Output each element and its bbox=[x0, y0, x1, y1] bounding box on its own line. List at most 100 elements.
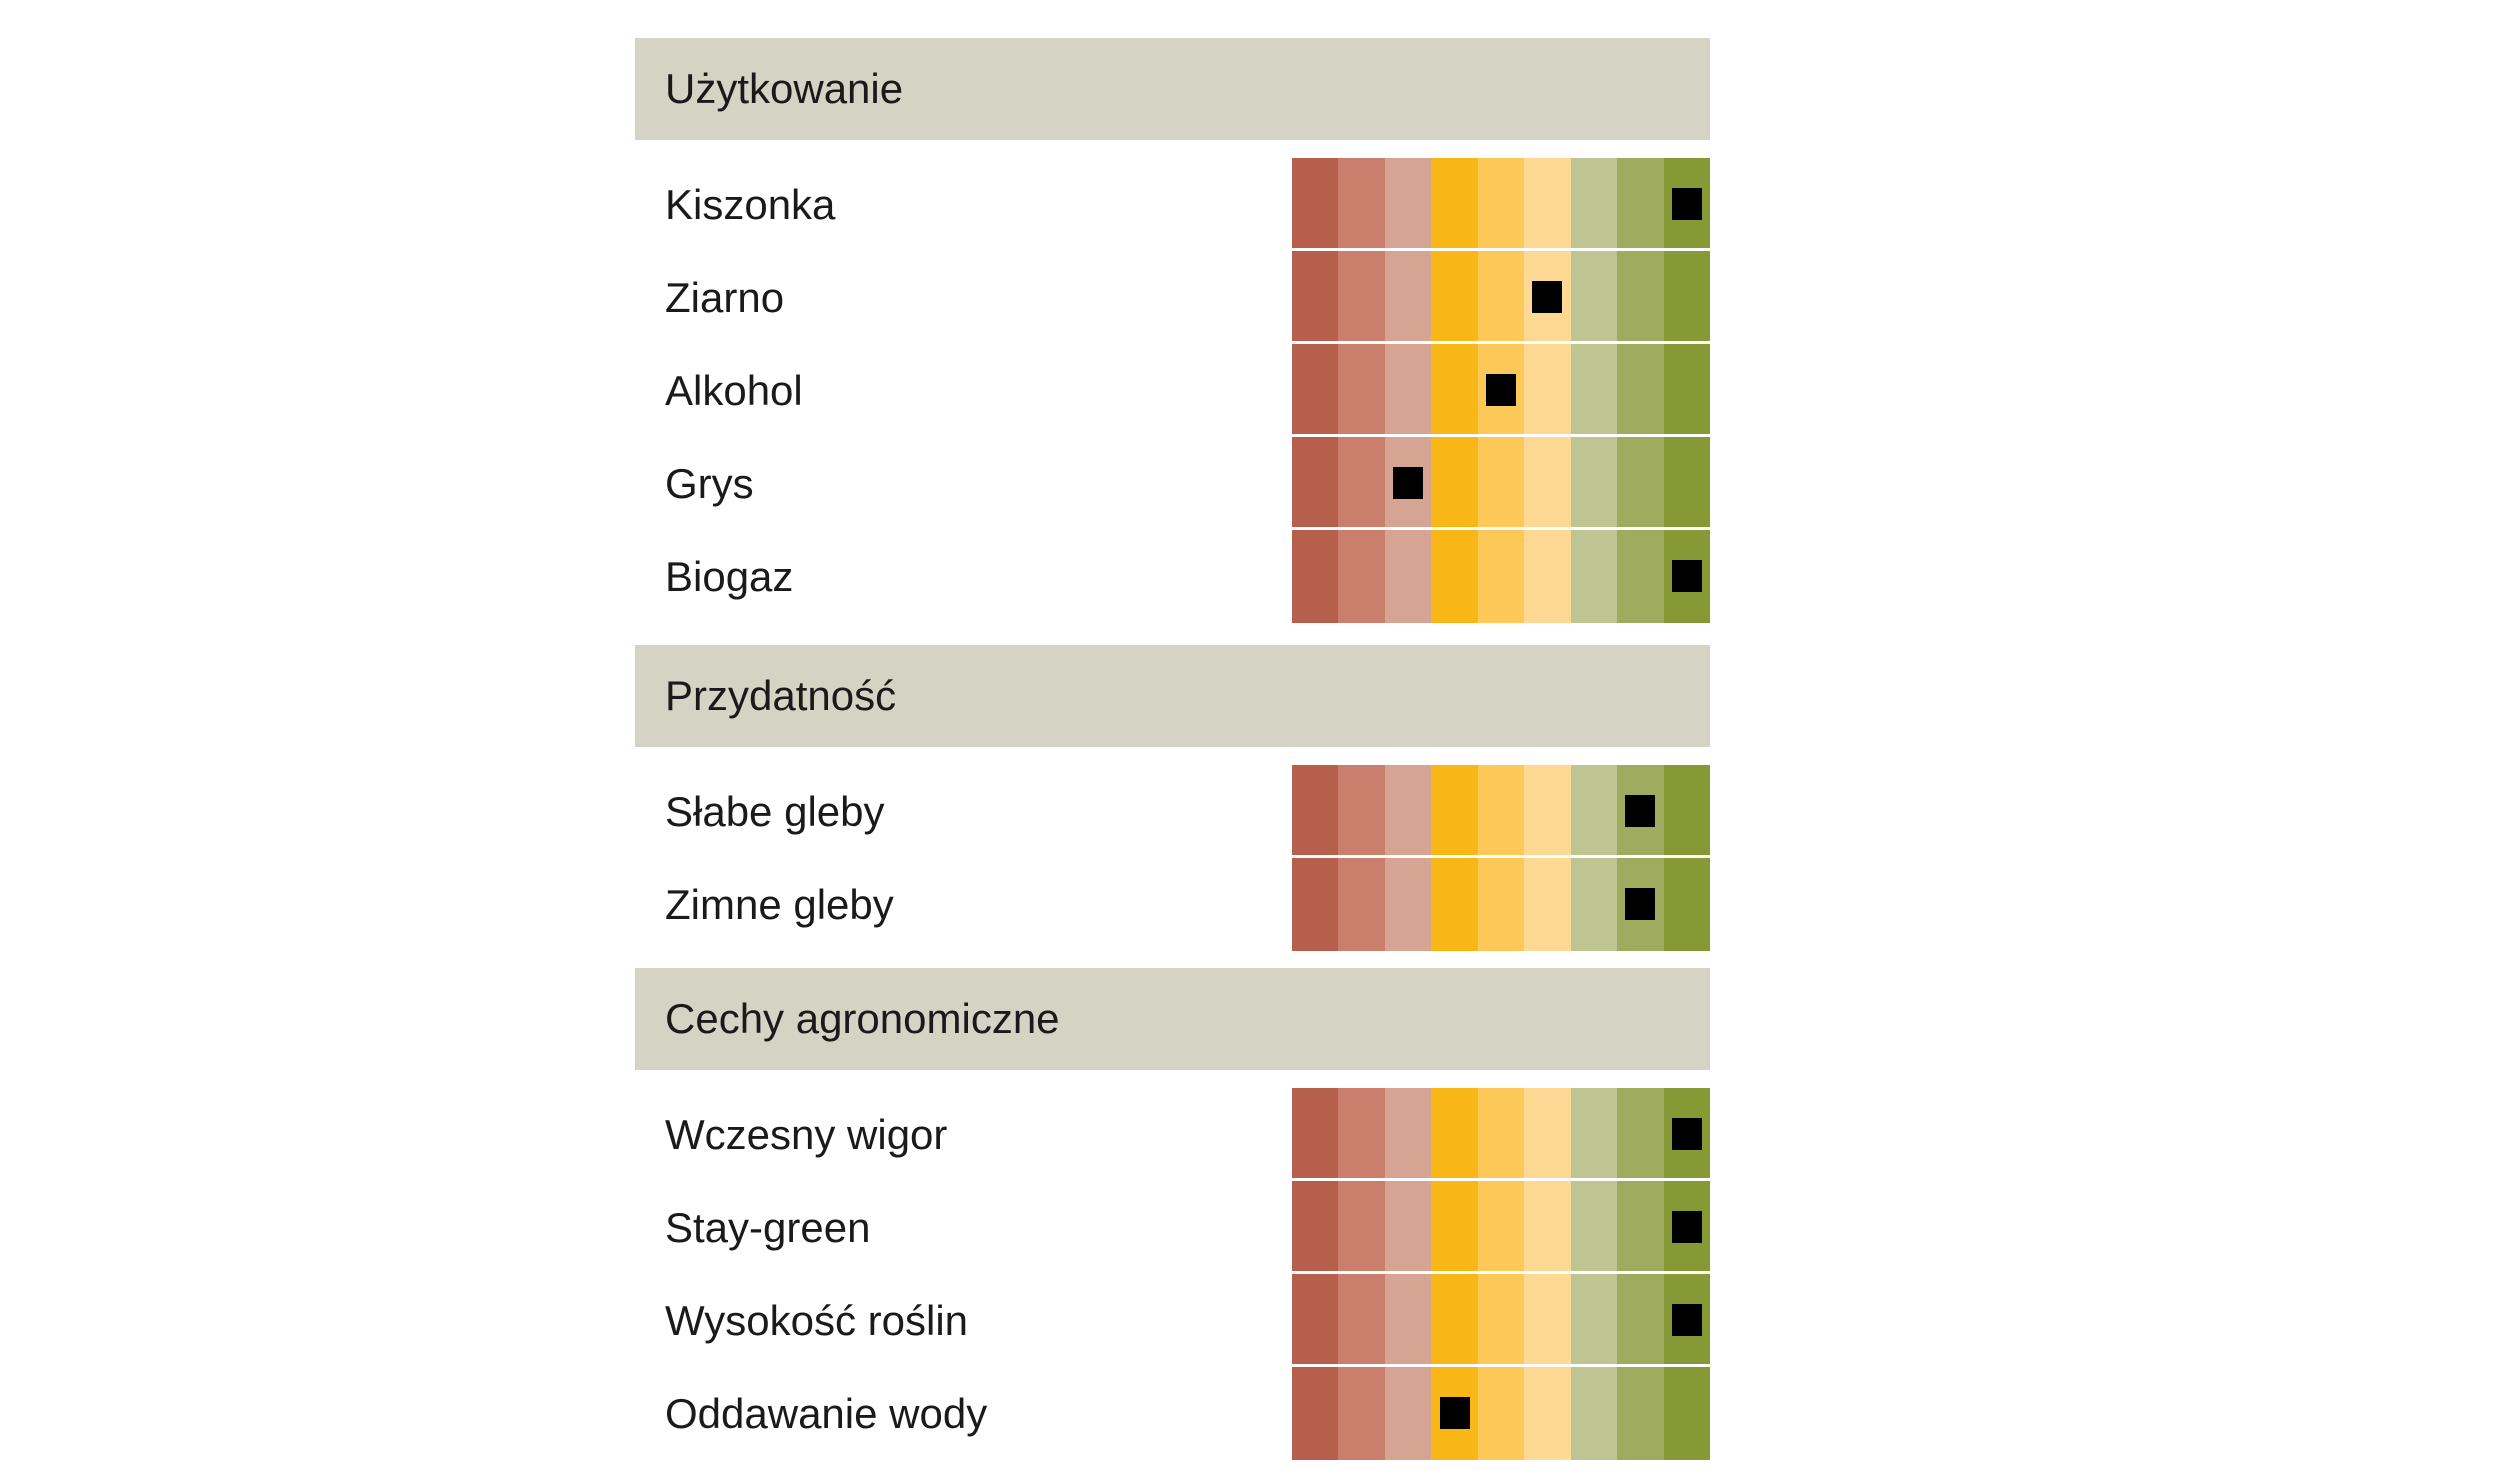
scale-cell-7 bbox=[1570, 858, 1618, 951]
scale-cell-9 bbox=[1663, 251, 1710, 341]
scale-cell-6 bbox=[1524, 437, 1571, 527]
scale-cell-1 bbox=[1292, 858, 1339, 951]
rating-marker bbox=[1671, 560, 1702, 592]
rating-row: Wysokość roślin bbox=[635, 1274, 1710, 1367]
scale-cell-7 bbox=[1570, 437, 1618, 527]
scale-cell-6 bbox=[1524, 858, 1571, 951]
rating-row: Słabe gleby bbox=[635, 765, 1710, 858]
scale-cell-3 bbox=[1384, 1088, 1432, 1178]
scale-cell-6 bbox=[1524, 530, 1571, 623]
rating-scale bbox=[1292, 530, 1710, 623]
rating-row: Oddawanie wody bbox=[635, 1367, 1710, 1460]
section-header: Użytkowanie bbox=[635, 38, 1710, 140]
scale-cell-2 bbox=[1338, 158, 1385, 248]
scale-cell-1 bbox=[1292, 530, 1339, 623]
scale-cell-1 bbox=[1292, 1274, 1339, 1364]
scale-cell-9 bbox=[1663, 1367, 1710, 1460]
scale-cell-9 bbox=[1663, 858, 1710, 951]
scale-cell-8 bbox=[1617, 1181, 1664, 1271]
row-label: Słabe gleby bbox=[665, 788, 885, 835]
scale-cell-4 bbox=[1431, 1088, 1478, 1178]
scale-cell-3 bbox=[1384, 1181, 1432, 1271]
scale-cell-5 bbox=[1477, 1367, 1525, 1460]
scale-cell-8 bbox=[1617, 1367, 1664, 1460]
scale-cell-8 bbox=[1617, 1088, 1664, 1178]
scale-cell-4 bbox=[1431, 858, 1478, 951]
scale-cell-6 bbox=[1524, 1367, 1571, 1460]
row-label: Zimne gleby bbox=[665, 881, 894, 928]
scale-cell-8 bbox=[1617, 251, 1664, 341]
scale-cell-6 bbox=[1524, 1181, 1571, 1271]
row-label: Stay-green bbox=[665, 1204, 871, 1251]
scale-cell-7 bbox=[1570, 344, 1618, 434]
scale-cell-5 bbox=[1477, 437, 1525, 527]
scale-cell-7 bbox=[1570, 251, 1618, 341]
scale-cell-2 bbox=[1338, 437, 1385, 527]
scale-cell-7 bbox=[1570, 765, 1618, 855]
scale-cell-1 bbox=[1292, 1367, 1339, 1460]
scale-cell-2 bbox=[1338, 765, 1385, 855]
scale-cell-2 bbox=[1338, 251, 1385, 341]
scale-cell-3 bbox=[1384, 251, 1432, 341]
rating-scale bbox=[1292, 1181, 1710, 1271]
rating-scale bbox=[1292, 858, 1710, 951]
rating-scale bbox=[1292, 437, 1710, 527]
rating-scale bbox=[1292, 251, 1710, 341]
rating-marker bbox=[1486, 374, 1516, 406]
scale-cell-3 bbox=[1384, 858, 1432, 951]
scale-cell-1 bbox=[1292, 1088, 1339, 1178]
scale-cell-9 bbox=[1663, 344, 1710, 434]
scale-cell-1 bbox=[1292, 1181, 1339, 1271]
rating-row: Ziarno bbox=[635, 251, 1710, 344]
scale-cell-8 bbox=[1617, 437, 1664, 527]
row-label: Alkohol bbox=[665, 367, 803, 414]
scale-cell-6 bbox=[1524, 765, 1571, 855]
scale-cell-1 bbox=[1292, 437, 1339, 527]
rating-marker bbox=[1671, 188, 1702, 220]
rating-marker bbox=[1532, 281, 1563, 313]
scale-cell-7 bbox=[1570, 1088, 1618, 1178]
scale-cell-5 bbox=[1477, 1181, 1525, 1271]
scale-cell-2 bbox=[1338, 1367, 1385, 1460]
rating-row: Zimne gleby bbox=[635, 858, 1710, 951]
row-label: Ziarno bbox=[665, 274, 785, 321]
scale-cell-3 bbox=[1384, 158, 1432, 248]
scale-cell-3 bbox=[1384, 530, 1432, 623]
row-label: Wczesny wigor bbox=[665, 1111, 948, 1158]
scale-cell-6 bbox=[1524, 158, 1571, 248]
scale-cell-4 bbox=[1431, 1274, 1478, 1364]
scale-cell-8 bbox=[1617, 1274, 1664, 1364]
scale-cell-8 bbox=[1617, 344, 1664, 434]
rating-scale bbox=[1292, 344, 1710, 434]
rating-row: Kiszonka bbox=[635, 158, 1710, 251]
rating-row: Grys bbox=[635, 437, 1710, 530]
scale-cell-7 bbox=[1570, 1181, 1618, 1271]
rating-row: Alkohol bbox=[635, 344, 1710, 437]
scale-cell-7 bbox=[1570, 1367, 1618, 1460]
scale-cell-2 bbox=[1338, 858, 1385, 951]
rating-scale bbox=[1292, 158, 1710, 248]
section-title: Przydatność bbox=[665, 672, 897, 719]
scale-cell-7 bbox=[1570, 530, 1618, 623]
scale-cell-9 bbox=[1663, 437, 1710, 527]
scale-cell-1 bbox=[1292, 765, 1339, 855]
rating-marker bbox=[1393, 467, 1424, 499]
row-label: Wysokość roślin bbox=[665, 1297, 969, 1344]
scale-cell-1 bbox=[1292, 158, 1339, 248]
rating-scale bbox=[1292, 1274, 1710, 1364]
rating-marker bbox=[1625, 888, 1656, 920]
scale-cell-1 bbox=[1292, 344, 1339, 434]
scale-cell-2 bbox=[1338, 1181, 1385, 1271]
scale-cell-8 bbox=[1617, 158, 1664, 248]
rating-marker bbox=[1671, 1118, 1702, 1150]
scale-cell-3 bbox=[1384, 765, 1432, 855]
scale-cell-3 bbox=[1384, 1367, 1432, 1460]
scale-cell-8 bbox=[1617, 530, 1664, 623]
scale-cell-2 bbox=[1338, 1088, 1385, 1178]
row-label: Oddawanie wody bbox=[665, 1390, 988, 1437]
scale-cell-3 bbox=[1384, 1274, 1432, 1364]
scale-cell-5 bbox=[1477, 765, 1525, 855]
rating-marker bbox=[1439, 1397, 1470, 1429]
scale-cell-4 bbox=[1431, 344, 1478, 434]
scale-cell-2 bbox=[1338, 530, 1385, 623]
